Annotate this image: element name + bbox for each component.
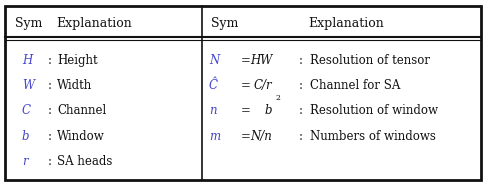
- Text: =: =: [241, 104, 250, 118]
- Text: Sym: Sym: [211, 17, 239, 30]
- Text: N/n: N/n: [250, 130, 272, 143]
- Text: :: :: [48, 155, 52, 168]
- Text: Sym: Sym: [15, 17, 42, 30]
- Text: Channel: Channel: [57, 104, 106, 118]
- Text: b: b: [22, 130, 29, 143]
- Text: Window: Window: [57, 130, 105, 143]
- Text: n: n: [209, 104, 217, 118]
- Text: Channel for SA: Channel for SA: [310, 79, 400, 92]
- Text: Ĉ: Ĉ: [209, 79, 218, 92]
- Text: :: :: [48, 130, 52, 143]
- Text: b: b: [265, 104, 272, 118]
- Text: Height: Height: [57, 54, 98, 67]
- Text: Numbers of windows: Numbers of windows: [310, 130, 436, 143]
- Text: =: =: [241, 54, 250, 67]
- Text: :: :: [299, 79, 303, 92]
- Text: r: r: [22, 155, 28, 168]
- Text: C: C: [22, 104, 31, 118]
- Text: W: W: [22, 79, 34, 92]
- Text: SA heads: SA heads: [57, 155, 113, 168]
- Text: 2: 2: [276, 94, 280, 102]
- Text: Resolution of window: Resolution of window: [310, 104, 438, 118]
- Text: C/r: C/r: [254, 79, 272, 92]
- Text: :: :: [299, 104, 303, 118]
- Text: m: m: [209, 130, 220, 143]
- Text: Resolution of tensor: Resolution of tensor: [310, 54, 430, 67]
- Text: Explanation: Explanation: [309, 17, 384, 30]
- Text: :: :: [299, 130, 303, 143]
- Text: :: :: [48, 54, 52, 67]
- Text: =: =: [241, 79, 250, 92]
- Text: H: H: [22, 54, 32, 67]
- Text: :: :: [48, 79, 52, 92]
- Text: :: :: [299, 54, 303, 67]
- Text: =: =: [241, 130, 250, 143]
- Text: N: N: [209, 54, 219, 67]
- Text: :: :: [48, 104, 52, 118]
- Text: HW: HW: [250, 54, 272, 67]
- Text: Width: Width: [57, 79, 93, 92]
- Text: Explanation: Explanation: [56, 17, 132, 30]
